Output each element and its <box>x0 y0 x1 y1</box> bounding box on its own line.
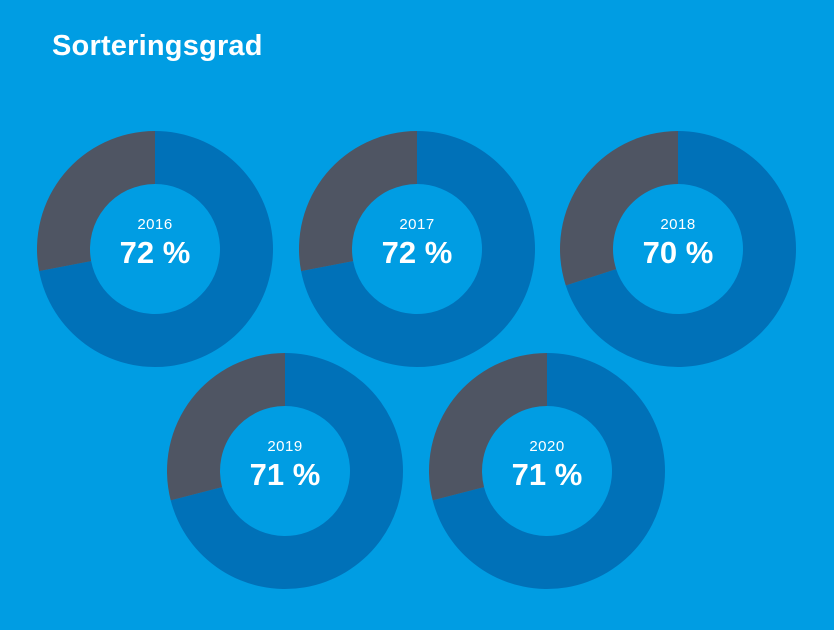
donut-2016: 2016 72 % <box>36 131 273 368</box>
donut-share-slice-2016 <box>39 131 273 368</box>
donut-remainder-slice-2018 <box>560 131 678 286</box>
percent-label-2018: 70 % <box>643 235 714 270</box>
donut-share-slice-2017 <box>301 131 535 368</box>
chart-title: Sorteringsgrad <box>52 30 263 62</box>
donut-share-slice-2018 <box>565 131 797 367</box>
donut-remainder-slice-2016 <box>36 131 155 272</box>
donut-2017: 2017 72 % <box>299 131 535 368</box>
year-label-2016: 2016 <box>137 216 172 233</box>
percent-label-2016: 72 % <box>120 235 191 270</box>
year-label-2017: 2017 <box>399 216 434 233</box>
donut-2020: 2020 71 % <box>429 353 666 590</box>
percent-label-2020: 71 % <box>512 457 583 492</box>
donut-remainder-slice-2020 <box>429 353 547 501</box>
donut-2019: 2019 71 % <box>166 353 403 590</box>
percent-label-2017: 72 % <box>382 235 453 270</box>
donut-share-slice-2019 <box>170 353 403 590</box>
donut-remainder-slice-2017 <box>299 131 417 272</box>
donut-2018: 2018 70 % <box>560 131 797 367</box>
year-label-2019: 2019 <box>267 438 302 455</box>
donut-share-slice-2020 <box>432 353 666 590</box>
year-label-2020: 2020 <box>529 438 564 455</box>
donut-remainder-slice-2019 <box>166 353 285 501</box>
year-label-2018: 2018 <box>660 216 695 233</box>
percent-label-2019: 71 % <box>250 457 321 492</box>
